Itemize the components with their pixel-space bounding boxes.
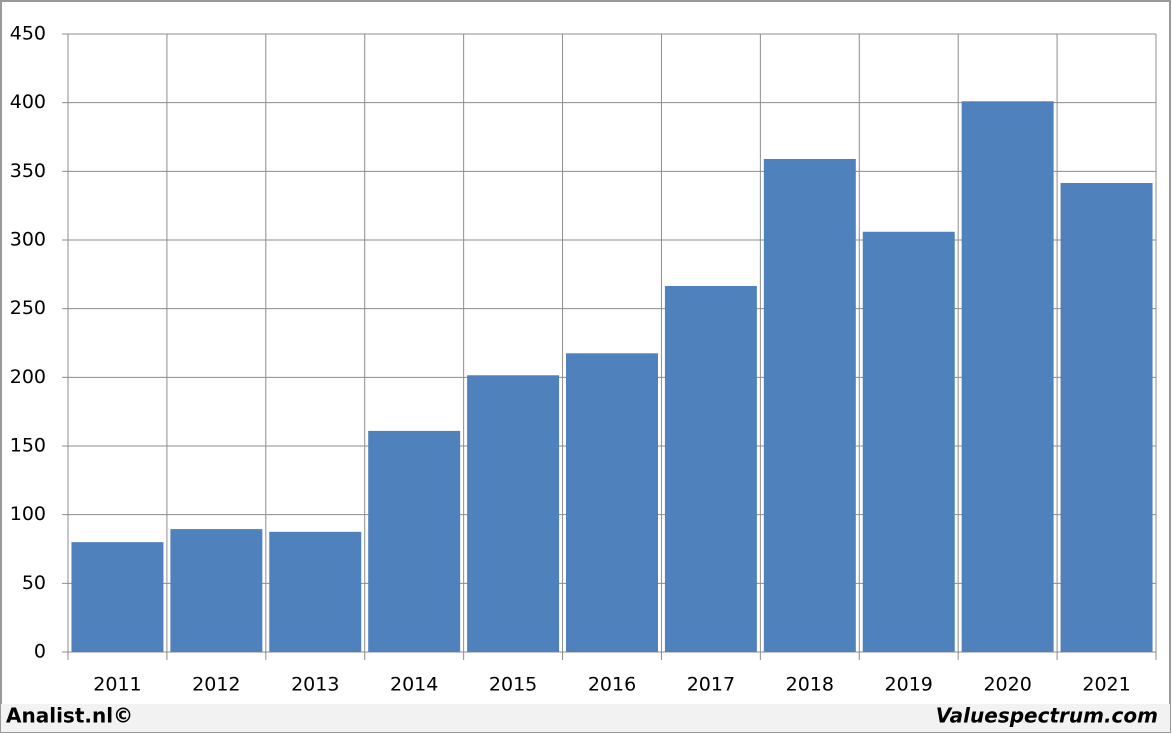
x-tick-label: 2011 (93, 674, 141, 696)
bar (269, 531, 362, 652)
x-tick-label: 2015 (489, 674, 537, 696)
y-tick-label: 100 (10, 503, 46, 525)
x-tick-label: 2013 (291, 674, 339, 696)
x-tick-label: 2016 (588, 674, 636, 696)
bar (566, 353, 658, 652)
bar (170, 529, 263, 652)
footer-left: Analist.nl© (6, 704, 133, 728)
y-tick-label: 200 (10, 366, 46, 388)
x-tick-label: 2012 (192, 674, 240, 696)
bar (862, 231, 955, 652)
y-tick-label: 450 (10, 23, 46, 45)
footer-band (1, 704, 1170, 732)
x-tick-label: 2014 (390, 674, 438, 696)
y-tick-label: 350 (10, 160, 46, 182)
y-tick-label: 150 (10, 435, 46, 457)
x-tick-label: 2018 (786, 674, 834, 696)
y-tick-label: 400 (10, 91, 46, 113)
bar (664, 286, 757, 652)
x-tick-label: 2019 (885, 674, 933, 696)
footer-right: Valuespectrum.com (936, 704, 1158, 728)
y-tick-label: 50 (22, 572, 46, 594)
x-tick-label: 2017 (687, 674, 735, 696)
bar (368, 430, 461, 652)
y-tick-label: 300 (10, 229, 46, 251)
bar (1060, 183, 1153, 653)
y-tick-label: 0 (34, 641, 46, 663)
bar (961, 101, 1054, 652)
bar (763, 158, 856, 652)
bar (467, 375, 560, 652)
y-tick-label: 250 (10, 297, 46, 319)
x-tick-label: 2020 (983, 674, 1031, 696)
bar (71, 542, 164, 652)
x-tick-label: 2021 (1082, 674, 1130, 696)
